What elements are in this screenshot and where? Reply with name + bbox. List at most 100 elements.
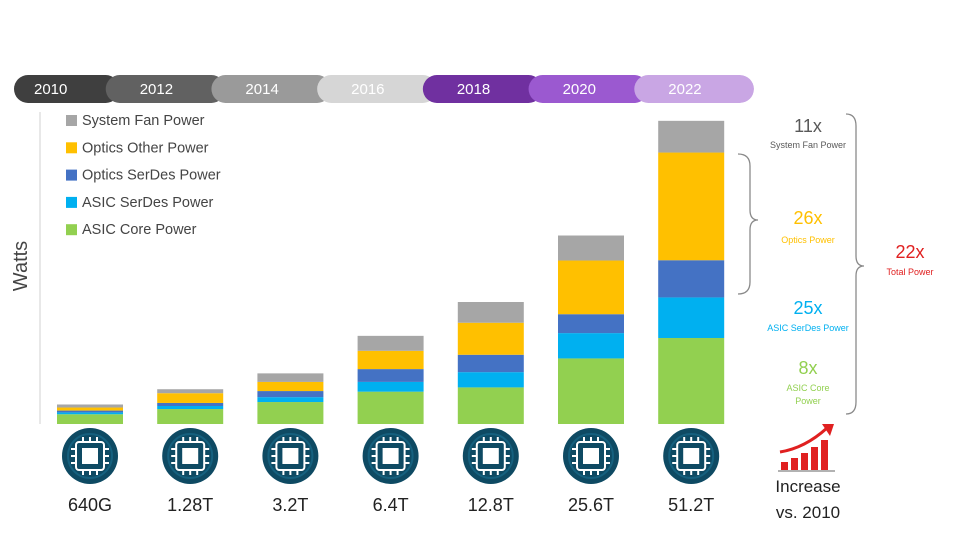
core-multiplier: 8x — [798, 358, 817, 378]
bar-25.6T-optics-serdes-power — [558, 314, 624, 334]
bar-1.28T-system-fan-power — [157, 389, 224, 394]
bar-25.6T-asic-serdes-power — [558, 333, 624, 359]
bar-1.28T-optics-serdes-power — [157, 402, 224, 407]
bar-12.8T-optics-other-power — [457, 322, 524, 355]
serdes-label: ASIC SerDes Power — [767, 323, 849, 333]
svg-text:2020: 2020 — [563, 81, 596, 98]
chip-icon — [663, 428, 720, 484]
timeline-year-2014: 2014 — [211, 75, 332, 103]
bar-12.8T-asic-core-power — [457, 387, 524, 424]
bar-3.2T-optics-serdes-power — [257, 391, 324, 398]
serdes-multiplier: 25x — [793, 298, 822, 318]
chip-icon — [262, 428, 319, 484]
bar-6.4T-asic-core-power — [357, 391, 424, 424]
core-label-line2: Power — [795, 396, 821, 406]
core-label-line1: ASIC Core — [786, 383, 829, 393]
bar-1.28T-optics-other-power — [157, 393, 224, 403]
total-label: Total Power — [886, 267, 933, 277]
timeline-year-2012: 2012 — [105, 75, 226, 103]
x-tick-label: 640G — [68, 495, 112, 515]
x-tick-label: 25.6T — [568, 495, 614, 515]
bar-6.4T-system-fan-power — [357, 335, 424, 351]
legend-label: Optics SerDes Power — [82, 168, 221, 184]
svg-text:2016: 2016 — [351, 81, 384, 98]
timeline-year-2020: 2020 — [528, 75, 649, 103]
x-tick-label: 12.8T — [468, 495, 514, 515]
legend: System Fan Power Optics Other Power Optics… — [66, 113, 221, 238]
timeline-year-2010: 2010 — [14, 75, 120, 103]
bar-12.8T-optics-serdes-power — [457, 354, 524, 373]
legend-swatch — [66, 142, 77, 154]
bar-3.2T-asic-serdes-power — [257, 397, 324, 403]
increase-label-line2: vs. 2010 — [776, 503, 840, 522]
bar-640G-optics-other-power — [57, 407, 123, 411]
legend-label: Optics Other Power — [82, 140, 209, 156]
chip-icon — [162, 428, 219, 484]
optics-label: Optics Power — [781, 235, 835, 245]
bar-3.2T-optics-other-power — [257, 381, 324, 392]
legend-item-optics-serdes-power: Optics SerDes Power — [66, 168, 221, 184]
legend-swatch — [66, 169, 77, 181]
x-tick-labels: 640G 1.28T 3.2T 6.4T 12.8T 25.6T 51.2T — [68, 495, 714, 515]
bar-3.2T-system-fan-power — [257, 373, 324, 382]
bar-51.2T-asic-serdes-power — [658, 297, 725, 338]
bar-6.4T-optics-serdes-power — [357, 369, 424, 382]
chip-icon — [362, 428, 419, 484]
bar-12.8T-system-fan-power — [457, 302, 524, 323]
total-multiplier: 22x — [895, 242, 924, 262]
brace-optics — [737, 153, 759, 295]
bar-51.2T-optics-other-power — [658, 152, 725, 261]
svg-text:2014: 2014 — [245, 81, 278, 98]
svg-text:2022: 2022 — [668, 81, 701, 98]
fan-multiplier: 11x — [794, 116, 822, 136]
x-tick-label: 1.28T — [167, 495, 213, 515]
bar-640G-asic-core-power — [57, 414, 123, 424]
chip-icon — [462, 428, 519, 484]
timeline-year-2022: 2022 — [634, 75, 754, 103]
x-tick-label: 51.2T — [668, 495, 714, 515]
bar-1.28T-asic-core-power — [157, 409, 224, 424]
increase-label-line1: Increase — [775, 477, 840, 496]
bar-12.8T-asic-serdes-power — [457, 372, 524, 388]
chip-icon — [62, 428, 118, 484]
timeline-year-2018: 2018 — [422, 75, 543, 103]
svg-text:2010: 2010 — [34, 81, 67, 98]
chip-icons — [62, 428, 720, 484]
legend-item-asic-core-power: ASIC Core Power — [66, 222, 197, 238]
bar-640G-asic-serdes-power — [57, 412, 123, 415]
rising-bar-chart-icon — [778, 424, 835, 472]
brace-total — [845, 113, 865, 415]
svg-text:2012: 2012 — [140, 81, 173, 98]
bar-51.2T-optics-serdes-power — [658, 260, 725, 298]
chip-icon — [563, 428, 619, 484]
fan-label: System Fan Power — [770, 140, 846, 150]
legend-swatch — [66, 115, 77, 126]
bar-6.4T-asic-serdes-power — [357, 381, 424, 392]
bar-25.6T-optics-other-power — [558, 260, 624, 315]
y-axis: Watts — [10, 112, 41, 424]
legend-item-system-fan-power: System Fan Power — [66, 113, 205, 129]
bar-640G-optics-serdes-power — [57, 410, 123, 413]
legend-label: System Fan Power — [82, 113, 205, 129]
svg-text:2018: 2018 — [457, 81, 490, 98]
optics-multiplier: 26x — [793, 208, 822, 228]
x-tick-label: 6.4T — [373, 495, 409, 515]
bar-3.2T-asic-core-power — [257, 402, 324, 424]
legend-label: ASIC Core Power — [82, 222, 197, 238]
y-axis-label: Watts — [10, 241, 32, 291]
x-tick-label: 3.2T — [272, 495, 308, 515]
legend-item-asic-serdes-power: ASIC SerDes Power — [66, 195, 214, 211]
bar-1.28T-asic-serdes-power — [157, 406, 224, 410]
right-annotations: 11x System Fan Power 26x Optics Power 25… — [737, 113, 934, 415]
bar-25.6T-system-fan-power — [558, 235, 624, 261]
bar-640G-system-fan-power — [57, 404, 123, 408]
bar-25.6T-asic-core-power — [558, 358, 624, 424]
bar-6.4T-optics-other-power — [357, 350, 424, 370]
timeline-year-2016: 2016 — [317, 75, 437, 103]
legend-label: ASIC SerDes Power — [82, 195, 214, 211]
legend-swatch — [66, 196, 77, 208]
bar-51.2T-asic-core-power — [658, 337, 725, 424]
bars — [57, 120, 725, 424]
